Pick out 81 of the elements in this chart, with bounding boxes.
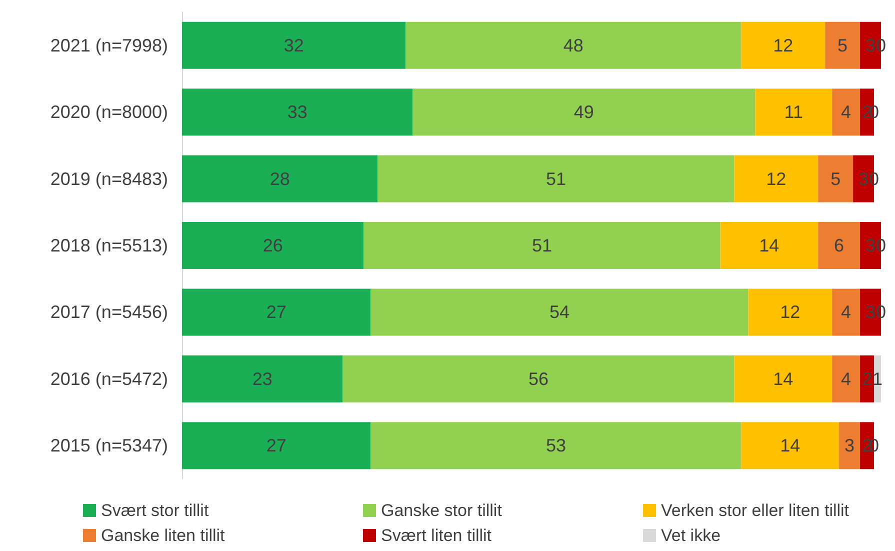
data-label: 14 [759, 236, 780, 256]
bar [734, 155, 818, 202]
y-tick-label: 2019 (n=8483) [50, 168, 168, 189]
legend-label: Ganske liten tillit [101, 526, 226, 545]
data-label: 56 [528, 368, 549, 389]
legend-label: Vet ikke [661, 526, 721, 545]
y-tick-label: 2020 (n=8000) [50, 102, 168, 122]
data-label: 11 [784, 102, 803, 122]
y-tick-label: 2015 (n=5347) [50, 436, 168, 456]
data-label: 14 [780, 436, 800, 456]
data-label: 3 [858, 168, 869, 189]
bar [818, 155, 854, 202]
legend-label: Verken stor eller liten tillit [661, 501, 850, 520]
y-tick-label: 2017 (n=5456) [50, 302, 168, 322]
bar [825, 22, 860, 69]
bar [741, 22, 826, 69]
bar [741, 422, 840, 470]
data-label: 23 [252, 368, 272, 389]
data-label: 14 [773, 368, 794, 389]
data-label: 28 [270, 168, 290, 189]
data-label: 12 [773, 35, 794, 56]
data-label: 27 [266, 302, 286, 322]
bar [818, 222, 860, 269]
bar [378, 155, 734, 202]
data-label: 6 [834, 236, 844, 256]
bar [720, 222, 818, 269]
data-label: 51 [532, 236, 552, 256]
bar [370, 288, 748, 336]
data-label: 49 [574, 102, 594, 122]
bar [182, 355, 343, 402]
data-label: 5 [838, 35, 848, 56]
legend-label: Svært stor tillit [101, 501, 209, 520]
bar [839, 422, 860, 470]
data-label: 0 [876, 302, 886, 322]
bar [182, 422, 371, 470]
bar [734, 355, 832, 402]
bar [755, 88, 832, 136]
data-label: 48 [563, 35, 584, 56]
bar [364, 222, 720, 269]
data-label: 0 [876, 236, 886, 256]
legend-label: Svært liten tillit [381, 526, 492, 545]
bar [748, 288, 832, 336]
data-label: 12 [780, 302, 800, 322]
bar [832, 355, 860, 402]
bar [182, 222, 364, 269]
data-label: 0 [869, 436, 880, 456]
bar [342, 355, 734, 402]
data-label: 32 [284, 35, 304, 56]
bar [182, 288, 371, 336]
data-label: 5 [830, 168, 841, 189]
y-tick-label: 2016 (n=5472) [50, 368, 168, 389]
data-label: 26 [262, 236, 283, 256]
data-label: 4 [841, 102, 852, 122]
data-label: 4 [841, 368, 852, 389]
bar [182, 88, 413, 136]
data-label: 2 [862, 368, 872, 389]
data-label: 27 [266, 436, 286, 456]
data-label: 3 [866, 302, 876, 322]
y-tick-label: 2018 (n=5513) [50, 236, 168, 256]
bar [832, 88, 860, 136]
bar [406, 22, 742, 69]
legend-label: Ganske stor tillit [381, 501, 502, 520]
data-label: 3 [844, 436, 855, 456]
data-label: 54 [549, 302, 570, 322]
bar [182, 155, 378, 202]
data-label: 53 [546, 436, 566, 456]
bar [860, 355, 874, 402]
data-label: 51 [546, 168, 566, 189]
data-label: 12 [766, 168, 786, 189]
data-label: 33 [287, 102, 308, 122]
data-label: 0 [869, 168, 880, 189]
data-label: 4 [841, 302, 852, 322]
bar [182, 22, 406, 69]
data-label: 3 [866, 35, 876, 56]
data-label: 0 [869, 102, 880, 122]
bar [370, 422, 742, 470]
bar [412, 88, 756, 136]
bar [832, 288, 860, 336]
y-tick-label: 2021 (n=7998) [50, 35, 168, 56]
data-label: 0 [876, 35, 886, 56]
data-label: 3 [866, 236, 876, 256]
